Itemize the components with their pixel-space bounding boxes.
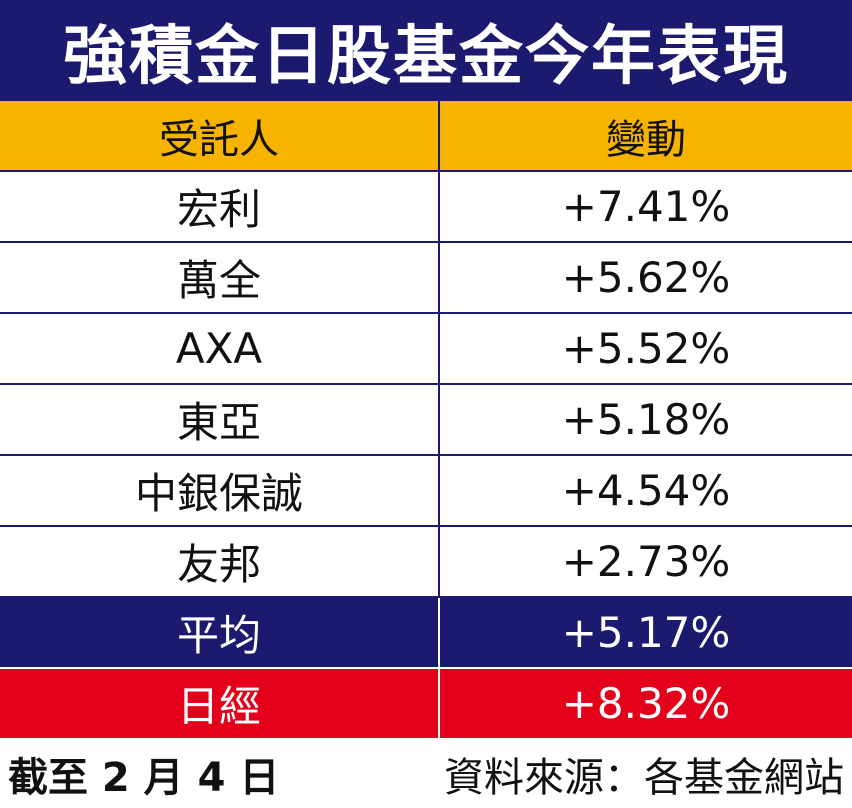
header-trustee: 受託人: [0, 101, 440, 170]
change-cell: +4.54%: [561, 466, 731, 515]
footer: 截至 2 月 4 日 資料來源：各基金網站: [0, 739, 852, 808]
change-cell: +7.41%: [561, 182, 731, 231]
trustee-cell: 宏利: [0, 172, 440, 241]
table-row: 宏利 +7.41%: [0, 172, 852, 243]
table-row: 萬全 +5.62%: [0, 243, 852, 314]
change-cell: +5.52%: [561, 324, 731, 373]
table-row: 中銀保誠 +4.54%: [0, 456, 852, 527]
fund-table: 受託人 變動 宏利 +7.41% 萬全 +5.62% AXA +5.52% 東亞…: [0, 101, 852, 738]
change-cell: +5.18%: [561, 395, 731, 444]
table-row: 東亞 +5.18%: [0, 385, 852, 456]
page-title: 強積金日股基金今年表現: [0, 0, 852, 101]
nikkei-row: 日經 +8.32%: [0, 669, 852, 738]
change-cell: +2.73%: [561, 537, 731, 586]
trustee-cell: AXA: [0, 314, 440, 383]
change-cell: +5.62%: [561, 253, 731, 302]
trustee-cell: 友邦: [0, 527, 440, 596]
trustee-cell: 中銀保誠: [0, 456, 440, 525]
average-label: 平均: [0, 598, 440, 667]
average-row: 平均 +5.17%: [0, 598, 852, 669]
trustee-cell: 萬全: [0, 243, 440, 312]
nikkei-label: 日經: [0, 669, 440, 738]
average-change: +5.17%: [561, 608, 731, 657]
table-row: 友邦 +2.73%: [0, 527, 852, 598]
table-row: AXA +5.52%: [0, 314, 852, 385]
nikkei-change: +8.32%: [561, 679, 731, 728]
trustee-cell: 東亞: [0, 385, 440, 454]
header-change: 變動: [606, 116, 686, 163]
as-of-date: 截至 2 月 4 日: [8, 754, 280, 801]
table-header-row: 受託人 變動: [0, 101, 852, 172]
data-source: 資料來源：各基金網站: [444, 754, 844, 801]
